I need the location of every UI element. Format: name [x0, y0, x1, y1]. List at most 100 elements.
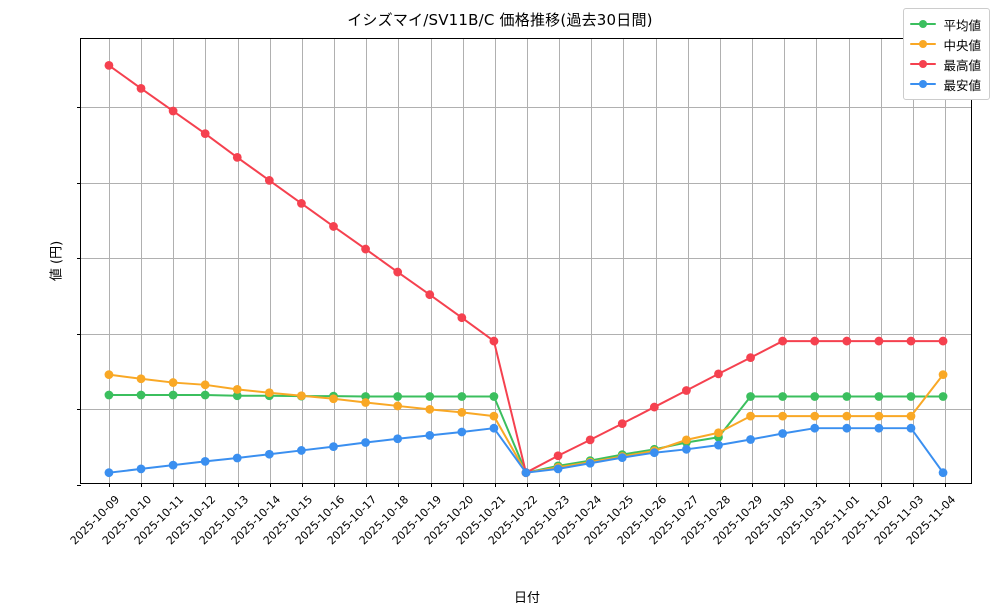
series-marker — [906, 336, 916, 346]
series-marker — [810, 392, 820, 401]
gridline-vertical — [559, 39, 561, 483]
series-marker — [329, 442, 338, 452]
legend-label: 最高値 — [943, 57, 981, 73]
x-tick-mark — [912, 483, 914, 487]
gridline-horizontal — [81, 409, 971, 411]
x-tick-mark — [816, 483, 818, 487]
gridline-vertical — [334, 39, 336, 483]
gridline-vertical — [880, 39, 882, 483]
series-marker — [938, 468, 948, 478]
series-marker — [649, 448, 659, 458]
x-tick-mark — [719, 483, 721, 487]
series-marker — [232, 391, 242, 401]
x-tick-mark — [173, 483, 175, 487]
series-marker — [200, 380, 210, 390]
gridline-vertical — [623, 39, 625, 483]
series-marker — [714, 369, 723, 379]
x-tick-mark — [784, 483, 786, 487]
y-tick-mark — [77, 258, 81, 260]
plot-area: 02004006008001000 2025-10-092025-10-1020… — [50, 38, 972, 606]
series-marker — [842, 423, 852, 433]
legend-item[interactable]: 平均値 — [910, 14, 981, 34]
series-marker — [168, 106, 178, 116]
series-marker — [778, 411, 788, 421]
y-axis-label: 値 (円) — [49, 240, 65, 282]
series-marker — [938, 392, 948, 401]
gridline-vertical — [205, 39, 207, 483]
series-marker — [200, 456, 210, 466]
series-marker — [136, 464, 146, 474]
gridline-vertical — [752, 39, 754, 483]
series-marker — [746, 411, 755, 421]
gridline-horizontal — [81, 182, 971, 184]
series-marker — [489, 423, 499, 433]
series-marker — [329, 394, 338, 404]
series-marker — [489, 411, 499, 421]
x-tick-mark — [880, 483, 882, 487]
series-marker — [297, 391, 306, 401]
series-marker — [649, 402, 659, 412]
gridline-vertical — [269, 39, 271, 483]
gridline-vertical — [141, 39, 143, 483]
series-marker — [714, 440, 723, 450]
series-marker — [778, 392, 788, 401]
series-marker — [489, 392, 499, 401]
series-marker — [746, 353, 755, 363]
series-marker — [200, 129, 210, 139]
legend-item[interactable]: 最安値 — [910, 74, 981, 94]
series-marker — [617, 419, 627, 429]
x-tick-mark — [527, 483, 528, 487]
series-marker — [553, 464, 563, 474]
series-marker — [938, 336, 948, 346]
legend-label: 中央値 — [943, 37, 981, 53]
gridline-vertical — [816, 39, 818, 483]
x-tick-mark — [687, 483, 689, 487]
series-marker — [457, 427, 467, 437]
x-tick-mark — [494, 483, 496, 487]
gridline-vertical — [912, 39, 914, 483]
series-marker — [104, 468, 114, 478]
series-lines — [104, 61, 948, 478]
legend-item[interactable]: 最高値 — [910, 54, 981, 74]
series-marker — [874, 411, 884, 421]
gridline-vertical — [398, 39, 400, 483]
x-axis-label: 日付 — [513, 591, 540, 606]
series-marker — [393, 267, 403, 277]
x-tick-mark — [109, 483, 110, 487]
series-marker — [682, 444, 691, 454]
x-tick-mark — [398, 483, 400, 487]
series-marker — [168, 460, 178, 470]
series-marker — [842, 336, 852, 346]
series-marker — [778, 429, 788, 438]
legend-swatch-icon — [910, 78, 937, 90]
gridline-vertical — [462, 39, 464, 483]
gridline-horizontal — [81, 107, 971, 109]
x-tick-mark — [141, 483, 143, 487]
legend-item[interactable]: 中央値 — [910, 34, 981, 54]
gridline-vertical — [494, 39, 496, 483]
series-marker — [906, 423, 916, 433]
series-marker — [361, 392, 370, 401]
series-marker — [842, 392, 852, 401]
x-tick-mark — [559, 483, 561, 487]
gridline-vertical — [655, 39, 657, 483]
series-line — [107, 394, 945, 474]
gridline-vertical — [173, 39, 175, 483]
x-tick-mark — [655, 483, 657, 487]
gridline-vertical — [109, 39, 110, 483]
series-marker — [297, 446, 306, 455]
series-marker — [136, 374, 146, 384]
series-marker — [489, 336, 499, 346]
gridline-horizontal — [81, 258, 971, 260]
series-marker — [425, 404, 435, 414]
series-marker — [136, 84, 146, 93]
gridline-vertical — [430, 39, 432, 483]
series-marker — [264, 176, 274, 185]
series-marker — [104, 370, 114, 380]
series-marker — [585, 458, 595, 468]
series-marker — [297, 199, 306, 208]
series-marker — [874, 392, 884, 401]
legend-label: 平均値 — [943, 17, 981, 33]
x-tick-mark — [301, 483, 303, 487]
